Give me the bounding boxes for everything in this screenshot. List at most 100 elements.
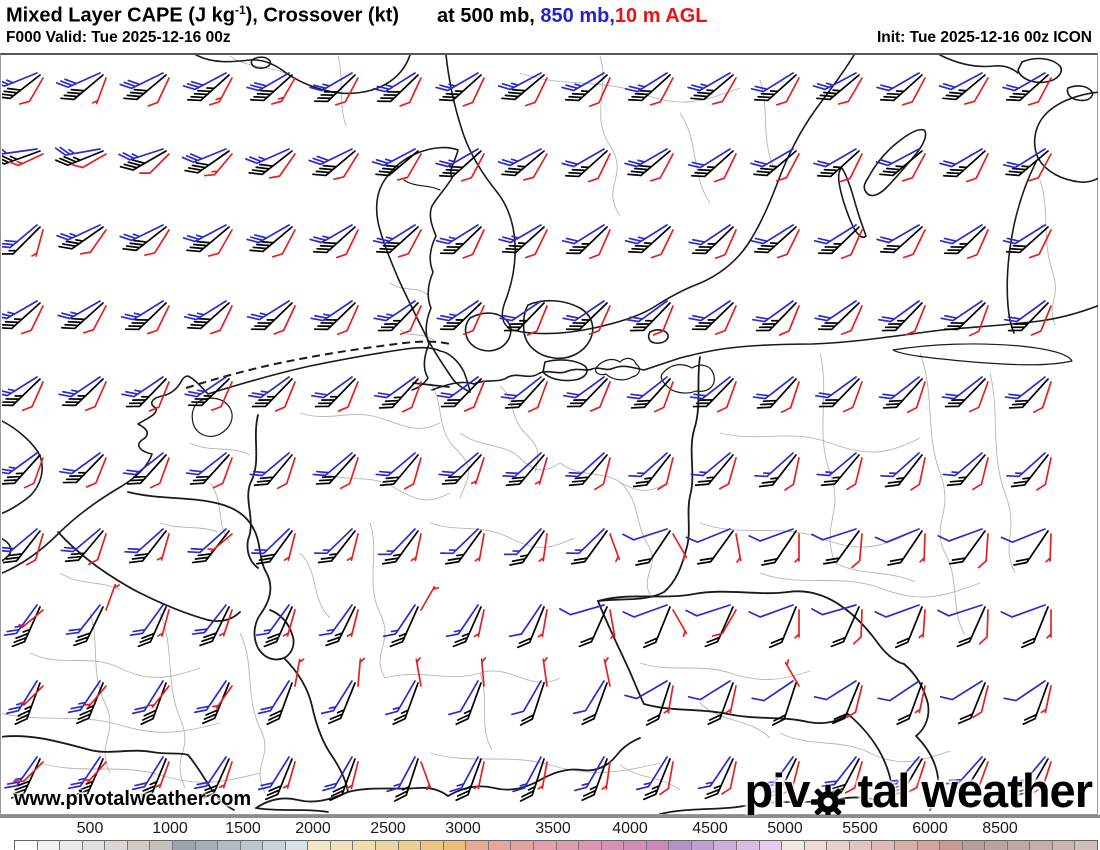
wind-barb-10m [460, 153, 485, 182]
wind-barb-850mb [877, 680, 920, 702]
wind-barb-500mb [566, 378, 608, 408]
wind-barb-500mb [627, 74, 671, 102]
wind-barb-850mb [255, 604, 290, 637]
wind-barb-10m [420, 761, 432, 791]
wind-barb-500mb [831, 682, 860, 725]
colorbar-cell [15, 841, 38, 850]
wind-barb-500mb [635, 530, 671, 566]
title-superscript: -1 [234, 3, 246, 17]
wind-barb-10m [156, 533, 170, 561]
wind-barb-850mb [751, 300, 794, 323]
wind-barb-10m [337, 381, 359, 412]
wind-barb-10m [524, 229, 548, 259]
wind-barb-500mb [199, 606, 230, 647]
wind-barb-500mb [1007, 302, 1049, 332]
wind-barb-500mb [1013, 530, 1049, 566]
wind-barb-500mb [516, 606, 545, 649]
wind-barb-500mb [632, 454, 671, 488]
wind-barb-10m [735, 533, 742, 563]
wind-barb-850mb [246, 224, 290, 244]
wind-barb-500mb [126, 454, 167, 485]
wind-barb-500mb [820, 454, 860, 487]
wind-barb-10m [524, 77, 548, 107]
wind-barb-10m [79, 229, 107, 255]
wind-barb-10m [31, 229, 44, 257]
wind-barb-500mb [509, 530, 545, 566]
wind-barb-10m [716, 381, 737, 413]
wind-barb-500mb [439, 226, 482, 255]
wind-barb-500mb [452, 606, 482, 648]
map-frame [0, 53, 1098, 815]
wind-barb-850mb [628, 452, 668, 478]
wind-barb-850mb [687, 148, 731, 169]
wind-barb-500mb [818, 378, 860, 408]
wind-barb-10m [851, 533, 863, 569]
wind-barb-10m [783, 761, 800, 795]
page-title: Mixed Layer CAPE (J kg-1), Crossover (kt… [6, 3, 708, 28]
colorbar-cell [872, 841, 895, 850]
colorbar-cell [1030, 841, 1053, 850]
wind-barb-10m [334, 77, 359, 106]
wind-barb-850mb [65, 604, 101, 635]
wind-barb-10m [652, 305, 674, 336]
wind-barb-500mb [186, 302, 230, 330]
wind-barb-10m [474, 533, 485, 562]
wind-barb-10m [603, 657, 611, 687]
colorbar-cell [105, 841, 128, 850]
wind-barb-850mb [57, 300, 101, 320]
wind-barb-10m [8, 153, 44, 167]
wind-barb-500mb [61, 378, 104, 407]
wind-barb-10m [784, 659, 800, 687]
wind-barb-500mb [756, 378, 797, 409]
wind-barb-500mb [2, 150, 41, 165]
wind-barb-10m [968, 761, 989, 793]
wind-barb-500mb [645, 682, 671, 726]
wind-barb-850mb [257, 680, 290, 715]
wind-barb-500mb [123, 74, 167, 101]
colorbar-cell [263, 841, 286, 850]
wind-barb-10m [711, 609, 737, 637]
wind-barb-850mb [876, 224, 920, 244]
wind-barb-10m [902, 229, 926, 259]
wind-barb-10m [403, 457, 422, 490]
wind-barb-10m [335, 229, 359, 259]
colorbar-cells [14, 840, 1098, 850]
wind-barb-500mb [14, 682, 41, 726]
colorbar-cell [330, 841, 354, 850]
wind-barb-10m [339, 457, 359, 490]
wind-barb-500mb [64, 530, 104, 563]
wind-barb-500mb [690, 74, 734, 101]
wind-barb-850mb [310, 376, 353, 399]
colorbar-cell [962, 841, 986, 850]
wind-barb-10m [713, 153, 737, 183]
wind-barb-850mb [60, 528, 101, 553]
wind-barb-10m [714, 305, 737, 336]
wind-barb-500mb [378, 378, 419, 409]
wind-barb-850mb [320, 680, 353, 715]
wind-barb-10m [420, 585, 440, 611]
wind-barb-500mb [884, 454, 923, 488]
wind-barb-10m [149, 457, 170, 489]
wind-barb-500mb [816, 74, 860, 101]
wind-barb-10m [852, 609, 863, 645]
wind-barb-10m [965, 153, 989, 183]
wind-barb-500mb [2, 226, 41, 255]
wind-barb-10m [82, 305, 107, 334]
wind-barb-500mb [830, 606, 860, 648]
colorbar-cell [624, 841, 647, 850]
colorbar-cell [669, 841, 692, 850]
wind-barb-10m [209, 305, 233, 335]
header: Mixed Layer CAPE (J kg-1), Crossover (kt… [0, 0, 1100, 53]
colorbar-cell [533, 841, 557, 850]
wind-barb-10m [415, 657, 422, 687]
wind-barb-500mb [379, 454, 419, 487]
wind-barb-10m [842, 381, 863, 413]
wind-barb-10m [840, 305, 863, 336]
wind-barb-500mb [73, 606, 104, 647]
wind-barb-10m [901, 77, 926, 106]
wind-barb-500mb [1020, 606, 1049, 649]
wind-barb-850mb [2, 300, 38, 320]
wind-barb-500mb [942, 74, 986, 101]
wind-barb-850mb [500, 376, 542, 400]
wind-barb-500mb [691, 226, 734, 255]
